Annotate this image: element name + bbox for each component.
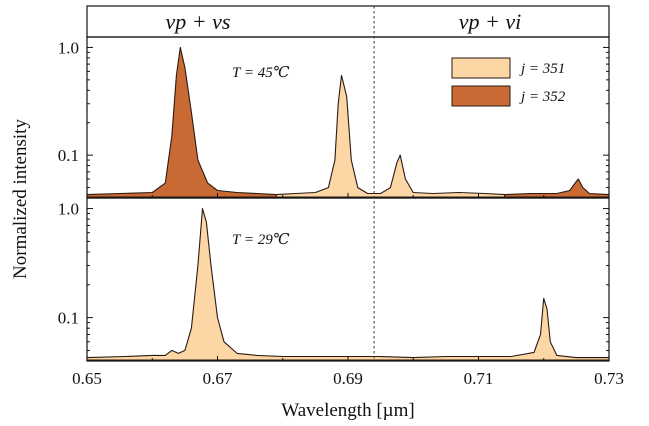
legend: j = 351 j = 352 [451, 57, 566, 107]
panel-bottom-temperature: T = 29℃ [232, 232, 290, 248]
series-area-top-2 [504, 178, 610, 198]
y-axis-title: Normalized intensity [10, 119, 31, 279]
panel-top-temperature: T = 45℃ [232, 65, 290, 81]
legend-label-j351: j = 351 [519, 61, 565, 77]
x-axis-title: Wavelength [µm] [281, 400, 414, 421]
legend-swatch-j351 [451, 57, 511, 79]
x-tick-label: 0.65 [72, 369, 102, 388]
panel-bottom-frame [86, 197, 610, 362]
x-tick-label: 0.67 [203, 369, 233, 388]
header-label-signal: νp + νs [166, 9, 231, 34]
series-area-bottom-0 [86, 208, 610, 361]
x-tick-label: 0.69 [333, 369, 363, 388]
series-area-top-0 [86, 46, 277, 198]
y-tick-label: 0.1 [58, 309, 79, 328]
legend-label-j352: j = 352 [519, 89, 566, 105]
y-tick-label: 0.1 [58, 146, 79, 165]
y-tick-label: 1.0 [58, 38, 79, 57]
y-tick-label: 1.0 [58, 200, 79, 219]
series-area-top-1 [275, 74, 506, 198]
axis-ticks: 0.65 0.67 0.69 0.71 0.73 1.0 0.1 1.0 0.1 [58, 38, 624, 388]
x-tick-label: 0.71 [464, 369, 494, 388]
legend-swatch-j352 [451, 85, 511, 107]
header-label-idler: νp + νi [459, 9, 522, 34]
panel-bottom-curves [86, 208, 610, 361]
x-tick-label: 0.73 [594, 369, 624, 388]
